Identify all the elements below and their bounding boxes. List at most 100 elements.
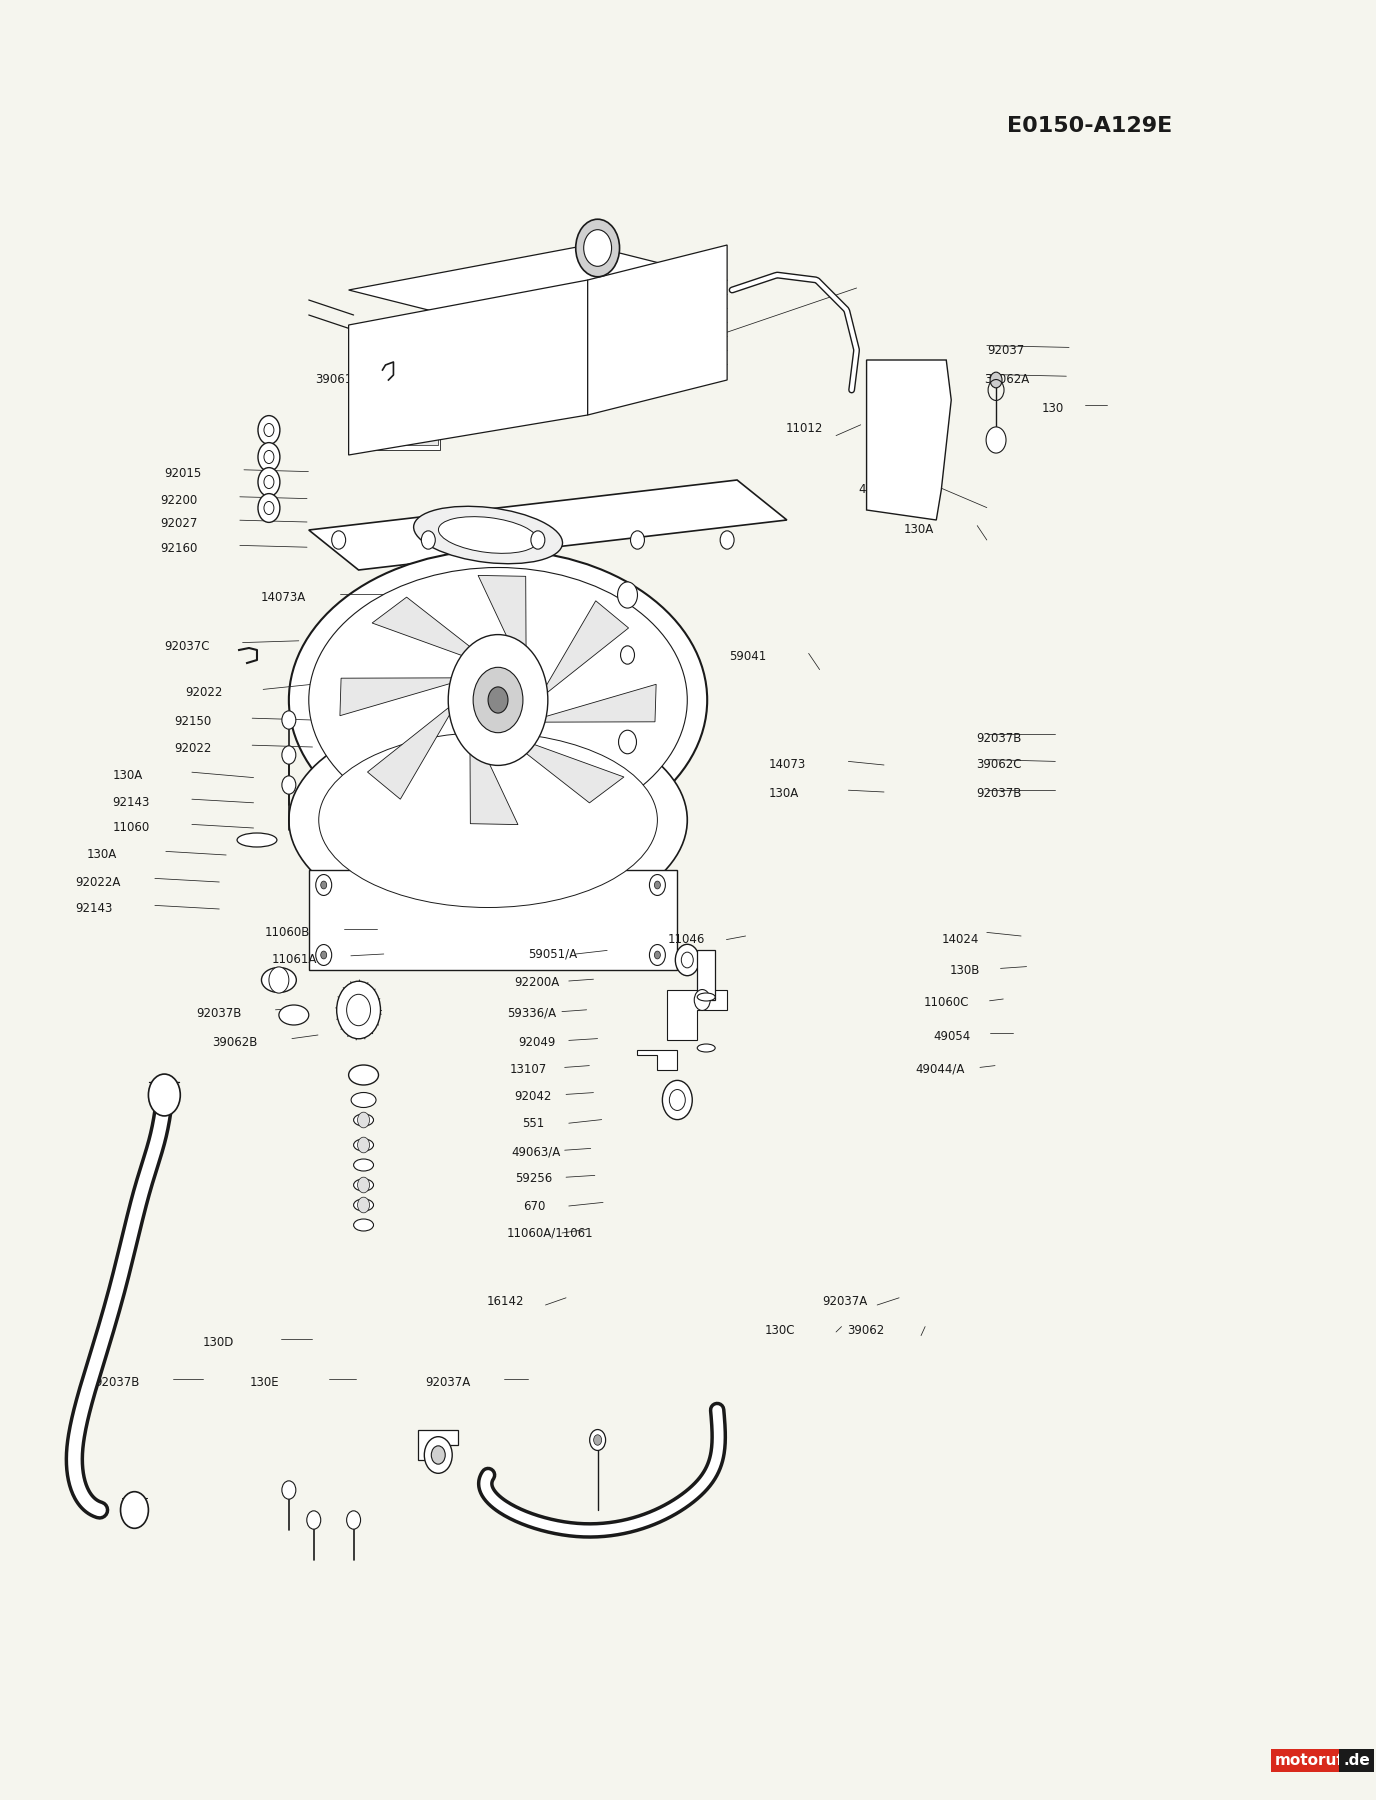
Text: 11060B: 11060B: [264, 925, 310, 940]
Circle shape: [695, 990, 710, 1010]
Text: 49063/A: 49063/A: [512, 1145, 560, 1159]
Text: 49085: 49085: [596, 344, 633, 358]
Circle shape: [655, 880, 660, 889]
Text: 92022: 92022: [184, 686, 223, 700]
Circle shape: [531, 531, 545, 549]
Circle shape: [622, 801, 633, 815]
Text: 14073: 14073: [769, 758, 806, 772]
Bar: [698, 950, 716, 1001]
Circle shape: [669, 1089, 685, 1111]
Ellipse shape: [354, 1159, 373, 1172]
Text: 92200: 92200: [161, 493, 198, 508]
Ellipse shape: [279, 1004, 308, 1024]
Text: 92049: 92049: [519, 1035, 556, 1049]
Circle shape: [575, 220, 619, 277]
Circle shape: [282, 1481, 296, 1499]
Circle shape: [307, 1510, 321, 1530]
Polygon shape: [538, 601, 629, 700]
Circle shape: [257, 468, 279, 497]
Ellipse shape: [698, 994, 716, 1001]
Circle shape: [347, 994, 370, 1026]
Circle shape: [681, 952, 694, 968]
Text: 130A: 130A: [87, 848, 117, 862]
Circle shape: [449, 635, 548, 765]
Circle shape: [282, 776, 296, 794]
Circle shape: [282, 745, 296, 765]
Text: 39062: 39062: [848, 1323, 885, 1337]
Text: 11012: 11012: [786, 421, 823, 436]
Circle shape: [720, 531, 733, 549]
Polygon shape: [477, 576, 526, 679]
Text: 16142: 16142: [487, 1294, 524, 1309]
Polygon shape: [348, 281, 588, 455]
Text: 59051/A: 59051/A: [527, 947, 577, 961]
Circle shape: [358, 1138, 370, 1152]
Circle shape: [473, 668, 523, 733]
Text: 92144: 92144: [391, 428, 428, 443]
Circle shape: [257, 416, 279, 445]
Circle shape: [121, 1492, 149, 1528]
Text: 11060C: 11060C: [923, 995, 969, 1010]
Text: 43078: 43078: [859, 482, 896, 497]
Text: 130: 130: [1042, 401, 1064, 416]
Circle shape: [593, 1435, 601, 1445]
Text: 92037B: 92037B: [195, 1006, 241, 1021]
Text: 39062C: 39062C: [976, 758, 1021, 772]
Text: E0150-A129E: E0150-A129E: [1007, 115, 1172, 137]
Text: 14024: 14024: [941, 932, 978, 947]
Text: 11046: 11046: [667, 932, 705, 947]
Bar: [351, 371, 440, 450]
Text: 130B: 130B: [949, 963, 980, 977]
Circle shape: [618, 581, 637, 608]
Polygon shape: [340, 679, 469, 716]
Text: 92037A: 92037A: [823, 1294, 868, 1309]
Text: 59336/A: 59336/A: [508, 1006, 556, 1021]
Text: 92022: 92022: [173, 742, 212, 756]
Ellipse shape: [348, 1066, 378, 1085]
Circle shape: [315, 945, 332, 965]
Text: motoruf: motoruf: [1274, 1753, 1343, 1768]
Text: 13107: 13107: [510, 1062, 548, 1076]
Polygon shape: [308, 481, 787, 571]
Polygon shape: [372, 598, 498, 668]
Circle shape: [149, 1075, 180, 1116]
Circle shape: [358, 1197, 370, 1213]
Ellipse shape: [354, 1219, 373, 1231]
Ellipse shape: [319, 733, 658, 907]
Text: 39062A: 39062A: [984, 373, 1029, 387]
Circle shape: [358, 1112, 370, 1129]
Circle shape: [649, 945, 666, 965]
Bar: [351, 416, 439, 445]
Text: 551: 551: [522, 1116, 545, 1130]
Text: 92027: 92027: [161, 517, 198, 531]
Circle shape: [282, 711, 296, 729]
Polygon shape: [418, 1429, 458, 1460]
Polygon shape: [667, 990, 727, 1040]
Text: 92200A: 92200A: [515, 976, 559, 990]
Ellipse shape: [439, 517, 538, 553]
Circle shape: [268, 967, 289, 994]
Text: 92143: 92143: [76, 902, 113, 916]
Text: 49054: 49054: [933, 1030, 970, 1044]
Polygon shape: [469, 722, 517, 824]
Circle shape: [987, 427, 1006, 454]
Circle shape: [421, 531, 435, 549]
Text: 39061: 39061: [315, 373, 352, 387]
Text: 92015: 92015: [165, 466, 202, 481]
Circle shape: [621, 646, 634, 664]
Text: 59041: 59041: [729, 650, 766, 664]
Circle shape: [337, 981, 381, 1039]
Circle shape: [991, 373, 1002, 387]
Polygon shape: [526, 684, 656, 722]
Polygon shape: [308, 869, 677, 970]
Text: 92143: 92143: [113, 796, 150, 810]
Polygon shape: [367, 700, 458, 799]
Text: 92022A: 92022A: [76, 875, 121, 889]
Text: 59256: 59256: [516, 1172, 553, 1186]
Circle shape: [431, 1445, 446, 1463]
Text: 14073A: 14073A: [260, 590, 305, 605]
Circle shape: [655, 950, 660, 959]
Polygon shape: [348, 245, 727, 326]
Text: 11060A/11061: 11060A/11061: [508, 1226, 593, 1240]
Text: 92037: 92037: [987, 344, 1024, 358]
